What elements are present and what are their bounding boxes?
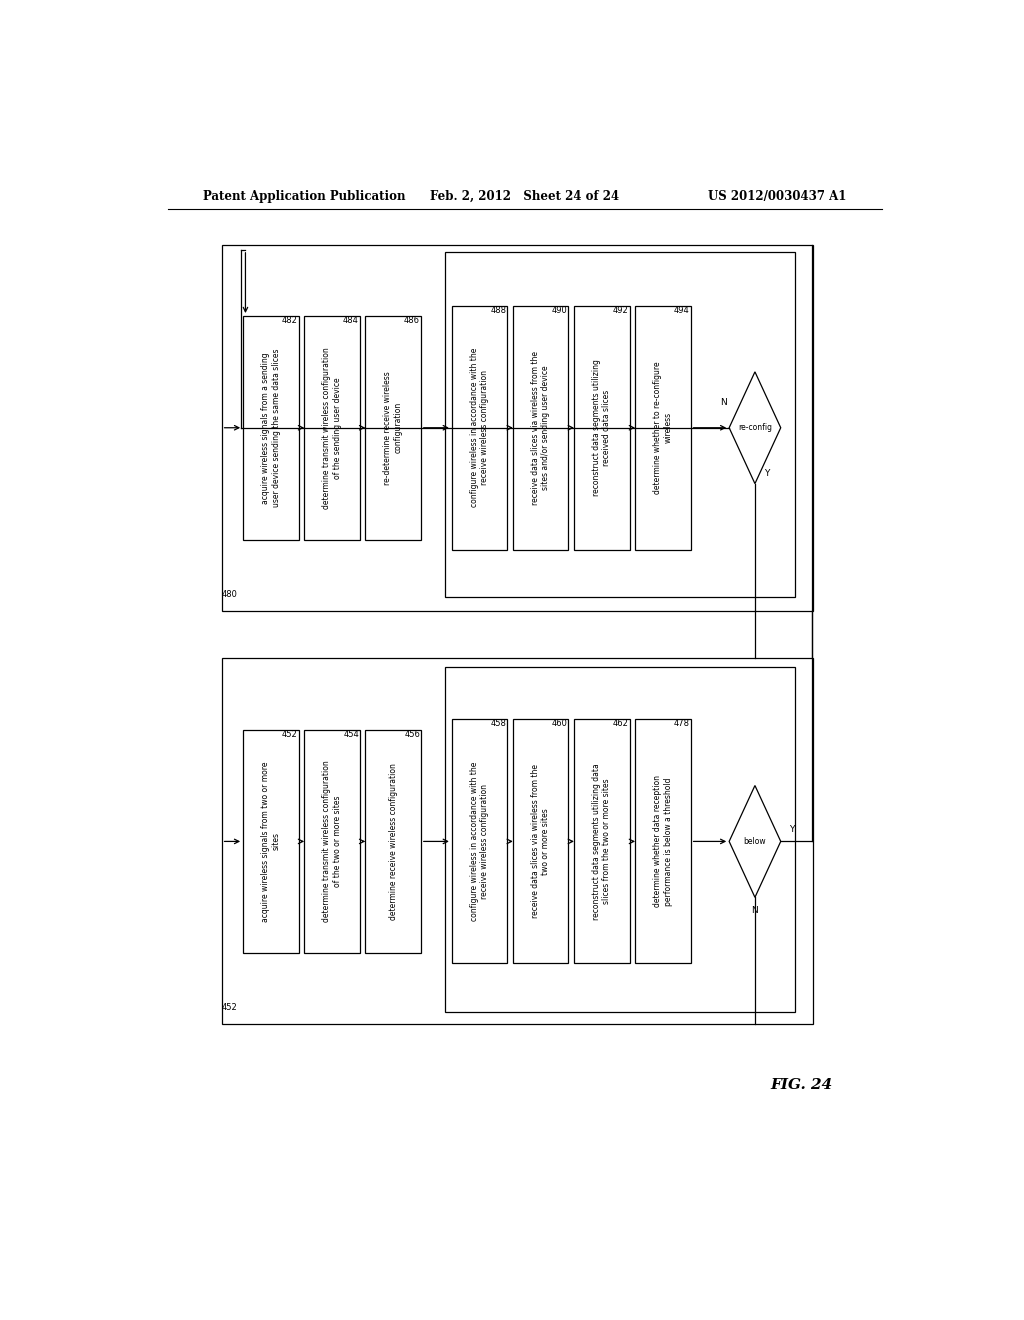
Text: 460: 460 [552,719,567,729]
Text: reconstruct data segments utilizing
received data slices: reconstruct data segments utilizing rece… [592,359,611,496]
Text: re-determine receive wireless
configuration: re-determine receive wireless configurat… [383,371,402,484]
Bar [304,730,359,953]
Text: re-config: re-config [738,424,772,432]
Text: acquire wireless signals from a sending
user device sending the same data slices: acquire wireless signals from a sending … [261,348,281,507]
Bar [452,306,507,549]
Polygon shape [729,785,780,898]
Text: 454: 454 [343,730,359,739]
Text: 452: 452 [221,1003,238,1012]
Text: Y: Y [788,825,795,834]
Text: determine whether to re-configure
wireless: determine whether to re-configure wirele… [653,362,673,494]
Text: 486: 486 [404,315,420,325]
Text: acquire wireless signals from two or more
sites: acquire wireless signals from two or mor… [261,762,281,921]
Text: Patent Application Publication: Patent Application Publication [204,190,406,202]
Text: below: below [743,837,766,846]
Text: N: N [752,906,759,915]
Text: 480: 480 [221,590,238,598]
Bar [366,315,421,540]
Text: Feb. 2, 2012   Sheet 24 of 24: Feb. 2, 2012 Sheet 24 of 24 [430,190,620,202]
Text: configure wireless in accordance with the
receive wireless configuration: configure wireless in accordance with th… [470,762,489,921]
Text: US 2012/0030437 A1: US 2012/0030437 A1 [708,190,846,202]
Bar [445,252,795,598]
Text: N: N [720,397,727,407]
Text: 492: 492 [613,306,629,314]
Bar [221,659,813,1024]
Text: 478: 478 [674,719,690,729]
Bar [513,719,568,964]
Bar [635,306,690,549]
Text: 456: 456 [404,730,420,739]
Bar [221,244,813,611]
Bar [635,719,690,964]
Text: 452: 452 [282,730,298,739]
Polygon shape [729,372,780,483]
Text: 494: 494 [674,306,690,314]
Bar [243,315,299,540]
Bar [243,730,299,953]
Text: 462: 462 [613,719,629,729]
Text: determine whether data reception
performance is below a threshold: determine whether data reception perform… [653,775,673,907]
Text: receive data slices via wireless from the
two or more sites: receive data slices via wireless from th… [531,764,550,919]
Bar [304,315,359,540]
Bar [513,306,568,549]
Text: FIG. 24: FIG. 24 [771,1078,834,1093]
Bar [445,667,795,1012]
Text: Y: Y [764,469,769,478]
Bar [366,730,421,953]
Text: 482: 482 [282,315,298,325]
Bar [574,306,630,549]
Text: 484: 484 [343,315,359,325]
Text: determine transmit wireless configuration
of the two or more sites: determine transmit wireless configuratio… [323,760,342,923]
Text: reconstruct data segments utilizing data
slices from the two or more sites: reconstruct data segments utilizing data… [592,763,611,920]
Bar [574,719,630,964]
Text: 458: 458 [490,719,507,729]
Text: determine transmit wireless configuration
of the sending user device: determine transmit wireless configuratio… [323,347,342,508]
Text: configure wireless in accordance with the
receive wireless configuration: configure wireless in accordance with th… [470,348,489,507]
Text: 490: 490 [552,306,567,314]
Bar [452,719,507,964]
Text: receive data slices via wireless from the
sites and/or sending user device: receive data slices via wireless from th… [531,351,550,504]
Text: determine receive wireless configuration: determine receive wireless configuration [388,763,397,920]
Text: 488: 488 [490,306,507,314]
